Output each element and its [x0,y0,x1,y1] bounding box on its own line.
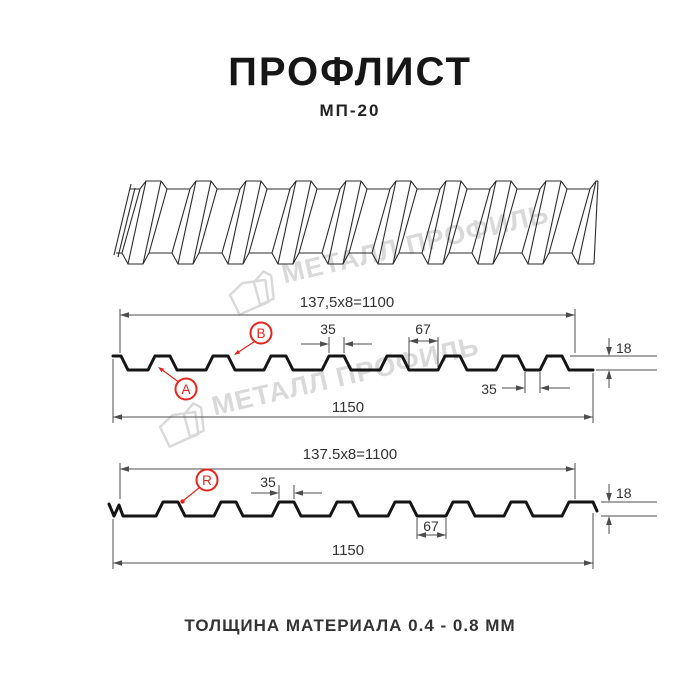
dim-label-total-width: 1150 [332,399,364,416]
dim-label-rib-top: 35 [260,474,276,490]
sheet-3d-view [113,180,599,265]
marker-r: R [180,468,219,504]
dimension-labels: 137,5x8=1100 35 67 35 18 1150 [300,294,632,416]
dimension-lines [112,309,657,423]
sheet-3d-line [577,180,597,265]
sheet-3d-line [427,180,447,265]
sheet-3d-line [342,180,362,265]
sheet-3d-line [130,180,598,190]
material-thickness-note: ТОЛЩИНА МАТЕРИАЛА 0.4 - 0.8 ММ [184,616,516,635]
sheet-3d-line [498,188,518,254]
sheet-3d-line [398,188,418,254]
sheet-3d-line [117,187,136,258]
dimension-labels: 137.5x8=1100 35 67 18 1150 [260,446,632,559]
sheet-3d-line [471,188,491,254]
sheet-3d-line [221,188,241,254]
marker-r-label: R [202,473,212,488]
sheet-3d-line [392,180,412,265]
profile-section-r: 137.5x8=1100 35 67 18 1150 R [107,446,657,569]
marker-b-label: B [256,326,265,341]
sheet-3d-line [271,188,291,254]
profile-r-outline [107,500,599,518]
sheet-3d-line [148,188,168,254]
sheet-3d-line [113,183,132,256]
dim-label-gap: 67 [415,321,431,337]
sheet-3d-line [371,188,391,254]
sheet-3d-line [177,180,197,265]
marker-b: B [234,321,273,355]
dim-label-rib-top: 35 [320,321,336,337]
sheet-3d-line [121,188,141,254]
sheet-3d-line [377,180,397,265]
marker-a: A [158,367,198,401]
dimension-arrows [113,312,612,420]
sheet-3d-line [542,180,562,265]
sheet-3d-line [448,188,468,254]
sheet-3d-line [321,188,341,254]
sheet-3d-line [248,188,268,254]
profile-section-a: 137,5x8=1100 35 67 35 18 1150 A B [111,294,657,423]
dim-label-pitch: 137,5x8=1100 [300,294,394,311]
sheet-3d-line [277,180,297,265]
sheet-3d-line [477,180,497,265]
sheet-3d-line [548,188,568,254]
sheet-3d-line [227,180,247,265]
marker-a-label: A [181,382,190,397]
dim-label-gap: 67 [423,518,439,534]
dim-label-groove: 35 [481,381,497,397]
sheet-3d-line [171,188,191,254]
sheet-3d-line [442,180,462,265]
dim-label-pitch: 137.5x8=1100 [303,446,397,463]
dim-label-height: 18 [616,485,632,501]
profile-model-subtitle: МП-20 [319,101,381,120]
page-title: ПРОФЛИСТ [228,50,472,94]
profile-a-outline [111,354,595,372]
sheet-3d-line [327,180,347,265]
sheet-3d-line [142,180,162,265]
sheet-3d-line [421,188,441,254]
sheet-3d-line [116,252,594,265]
sheet-3d-line [292,180,312,265]
sheet-3d-line [521,188,541,254]
dimension-arrows [113,466,612,566]
sheet-3d-line [192,180,212,265]
sheet-3d-line [593,180,599,265]
dim-label-total-width: 1150 [332,542,364,559]
sheet-3d-line [198,188,218,254]
sheet-3d-line [348,188,368,254]
sheet-3d-line [127,180,147,265]
sheet-3d-line [298,188,318,254]
sheet-3d-line [527,180,547,265]
dim-label-height: 18 [616,340,632,356]
sheet-3d-line [492,180,512,265]
sheet-3d-line [242,180,262,265]
sheet-3d-line [571,188,591,254]
